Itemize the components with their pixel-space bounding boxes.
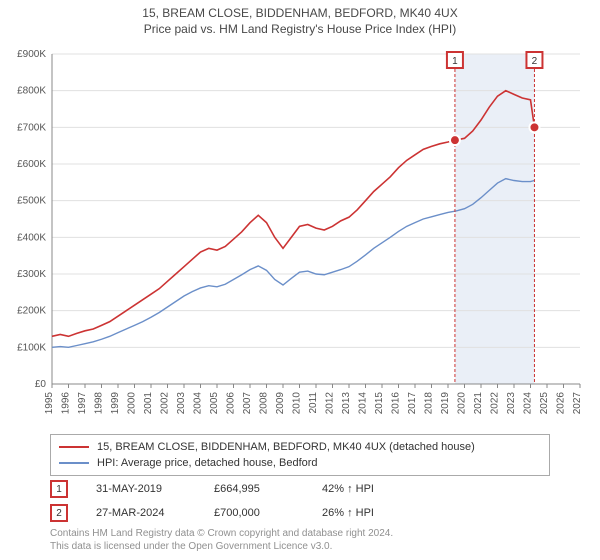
svg-text:2000: 2000	[127, 392, 138, 415]
annotation-delta-2: 26% ↑ HPI	[322, 507, 374, 519]
svg-text:2022: 2022	[490, 392, 501, 415]
svg-text:2016: 2016	[391, 392, 402, 415]
svg-text:2025: 2025	[539, 392, 550, 415]
svg-text:2003: 2003	[176, 392, 187, 415]
annotation-row-1: 1 31-MAY-2019 £664,995 42% ↑ HPI	[50, 480, 550, 498]
svg-text:2001: 2001	[143, 392, 154, 415]
annotation-badge-1: 1	[50, 480, 68, 498]
svg-text:1997: 1997	[77, 392, 88, 415]
svg-text:2018: 2018	[424, 392, 435, 415]
svg-text:£700K: £700K	[17, 122, 46, 133]
svg-text:2013: 2013	[341, 392, 352, 415]
footer-line-2: This data is licensed under the Open Gov…	[50, 541, 570, 554]
legend-box: 15, BREAM CLOSE, BIDDENHAM, BEDFORD, MK4…	[50, 434, 550, 476]
legend-swatch-price-paid	[59, 446, 89, 448]
svg-text:2011: 2011	[308, 392, 319, 414]
svg-text:2006: 2006	[226, 392, 237, 415]
annotation-badge-2: 2	[50, 504, 68, 522]
svg-text:2005: 2005	[209, 392, 220, 415]
svg-text:2014: 2014	[358, 392, 369, 415]
svg-text:2023: 2023	[506, 392, 517, 415]
svg-text:£0: £0	[35, 379, 47, 390]
svg-text:2002: 2002	[160, 392, 171, 415]
annotation-date-2: 27-MAR-2024	[96, 507, 186, 519]
svg-text:2021: 2021	[473, 392, 484, 415]
svg-text:£200K: £200K	[17, 306, 46, 317]
annotation-row-2: 2 27-MAR-2024 £700,000 26% ↑ HPI	[50, 504, 550, 522]
chart-title-address: 15, BREAM CLOSE, BIDDENHAM, BEDFORD, MK4…	[0, 6, 600, 20]
svg-text:£300K: £300K	[17, 269, 46, 280]
svg-text:1: 1	[452, 56, 458, 67]
svg-text:£500K: £500K	[17, 196, 46, 207]
svg-text:2010: 2010	[292, 392, 303, 415]
svg-text:2017: 2017	[407, 392, 418, 415]
annotation-price-1: £664,995	[214, 483, 294, 495]
svg-text:2009: 2009	[275, 392, 286, 415]
svg-text:£600K: £600K	[17, 159, 46, 170]
annotation-date-1: 31-MAY-2019	[96, 483, 186, 495]
svg-text:2007: 2007	[242, 392, 253, 415]
legend-label-hpi: HPI: Average price, detached house, Bedf…	[97, 457, 318, 469]
svg-text:£400K: £400K	[17, 232, 46, 243]
legend-entry-hpi: HPI: Average price, detached house, Bedf…	[59, 455, 541, 471]
chart-area: £0 £100K £200K £300K £400K £500K £600K £700K £80…	[0, 44, 600, 424]
svg-text:£100K: £100K	[17, 342, 46, 353]
footer-line-1: Contains HM Land Registry data © Crown c…	[50, 528, 570, 541]
legend-entry-price-paid: 15, BREAM CLOSE, BIDDENHAM, BEDFORD, MK4…	[59, 439, 541, 455]
svg-text:1999: 1999	[110, 392, 121, 415]
footer-attribution: Contains HM Land Registry data © Crown c…	[50, 528, 570, 553]
svg-text:1998: 1998	[94, 392, 105, 415]
svg-text:2008: 2008	[259, 392, 270, 415]
legend-label-price-paid: 15, BREAM CLOSE, BIDDENHAM, BEDFORD, MK4…	[97, 441, 475, 453]
svg-text:2012: 2012	[325, 392, 336, 415]
legend-swatch-hpi	[59, 462, 89, 464]
svg-text:2015: 2015	[374, 392, 385, 415]
svg-text:2024: 2024	[523, 392, 534, 415]
svg-text:2020: 2020	[457, 392, 468, 415]
svg-text:£900K: £900K	[17, 49, 46, 60]
svg-text:1995: 1995	[44, 392, 55, 415]
svg-text:1996: 1996	[61, 392, 72, 415]
svg-text:2: 2	[532, 56, 538, 67]
line-chart-svg: £0 £100K £200K £300K £400K £500K £600K £700K £80…	[0, 44, 600, 424]
svg-text:2019: 2019	[440, 392, 451, 415]
svg-text:£800K: £800K	[17, 86, 46, 97]
annotation-price-2: £700,000	[214, 507, 294, 519]
svg-text:2026: 2026	[556, 392, 567, 415]
svg-text:2004: 2004	[193, 392, 204, 415]
chart-subtitle: Price paid vs. HM Land Registry's House …	[0, 22, 600, 36]
svg-text:2027: 2027	[572, 392, 583, 415]
annotation-delta-1: 42% ↑ HPI	[322, 483, 374, 495]
